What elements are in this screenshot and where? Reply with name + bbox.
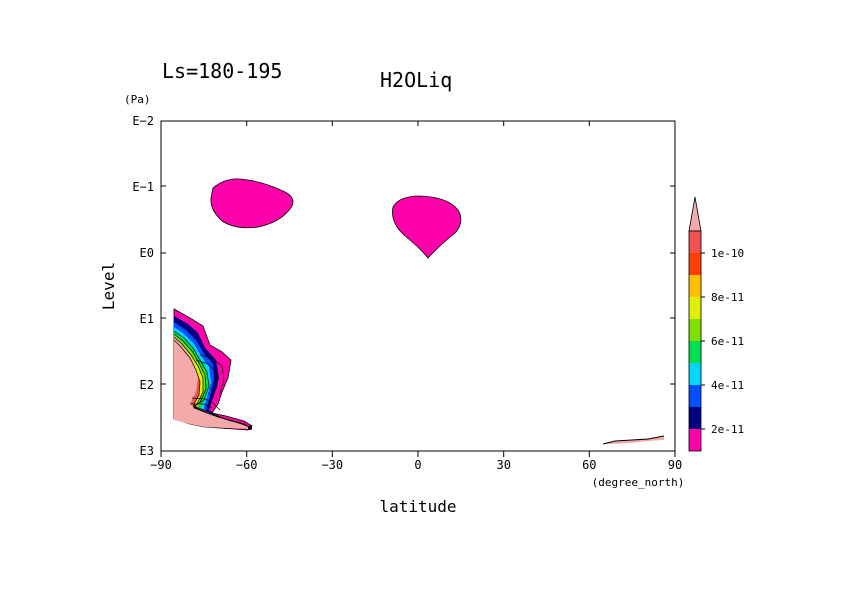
x-unit-label: (degree_north): [592, 476, 685, 489]
colorbar-label: 8e-11: [711, 291, 744, 304]
y-tick-label: E2: [140, 378, 154, 392]
x-tick-label: −60: [236, 458, 258, 472]
colorbar-label: 6e-11: [711, 335, 744, 348]
y-tick-label: E−1: [132, 180, 154, 194]
axis-ticks: [160, 121, 676, 457]
colorbar-label: 2e-11: [711, 423, 744, 436]
y-tick-label: E0: [140, 246, 154, 260]
colorbar-segment: [689, 341, 701, 363]
colorbar-segment: [689, 297, 701, 319]
chart-title: H2OLiq: [380, 68, 452, 92]
x-tick-label: 60: [582, 458, 596, 472]
plot-frame: [160, 120, 676, 452]
colorbar-segment: [689, 319, 701, 341]
x-axis-label: latitude: [379, 497, 456, 516]
cloud-equator-upper: [392, 195, 462, 259]
colorbar-extend-triangle: [688, 196, 702, 232]
y-tick-label: E1: [140, 312, 154, 326]
north-polar-cloud: [602, 435, 665, 445]
colorbar-segment: [689, 253, 701, 275]
colorbar-segment: [689, 231, 701, 253]
colorbar: 1e-10 8e-11 6e-11 4e-11 2e-11: [688, 196, 744, 452]
colorbar-label: 4e-11: [711, 379, 744, 392]
x-tick-label: 0: [414, 458, 421, 472]
colorbar-segment: [689, 407, 701, 429]
colorbar-label: 1e-10: [711, 247, 744, 260]
south-polar-cloud: [173, 308, 253, 431]
x-tick-label: 90: [668, 458, 682, 472]
colorbar-segment: [689, 429, 701, 451]
y-axis-label: Level: [99, 262, 118, 310]
y-tick-label: E3: [140, 444, 154, 458]
x-tick-label: 30: [496, 458, 510, 472]
cloud-60s-upper: [210, 178, 294, 229]
y-tick-label: E−2: [132, 114, 154, 128]
x-tick-label: −90: [150, 458, 172, 472]
colorbar-segment: [689, 385, 701, 407]
colorbar-segment: [689, 275, 701, 297]
y-unit-label: (Pa): [124, 93, 151, 106]
season-label: Ls=180-195: [162, 59, 282, 83]
x-tick-label: −30: [321, 458, 343, 472]
colorbar-segment: [689, 363, 701, 385]
